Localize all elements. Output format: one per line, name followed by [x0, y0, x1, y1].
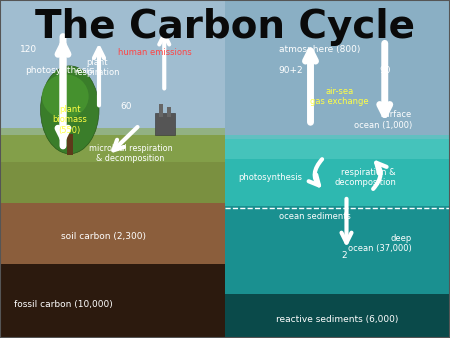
Text: surface
ocean (1,000): surface ocean (1,000) — [354, 110, 412, 130]
Text: 120: 120 — [20, 45, 37, 53]
FancyBboxPatch shape — [0, 0, 450, 41]
Ellipse shape — [42, 74, 89, 118]
FancyBboxPatch shape — [0, 0, 225, 142]
Text: fossil carbon (10,000): fossil carbon (10,000) — [14, 300, 112, 309]
Text: deep
ocean (37,000): deep ocean (37,000) — [348, 234, 412, 253]
FancyBboxPatch shape — [225, 135, 450, 159]
Text: respiration &
decomposition: respiration & decomposition — [334, 168, 396, 187]
Text: 90+2: 90+2 — [278, 67, 302, 75]
Text: soil carbon (2,300): soil carbon (2,300) — [61, 232, 146, 241]
FancyBboxPatch shape — [225, 294, 450, 338]
Text: human emissions: human emissions — [118, 48, 192, 57]
FancyBboxPatch shape — [0, 128, 225, 162]
Text: photosynthesis: photosynthesis — [25, 67, 94, 75]
Text: reactive sediments (6,000): reactive sediments (6,000) — [276, 315, 399, 324]
Text: ocean sediments: ocean sediments — [279, 212, 351, 221]
Text: plant
respiration: plant respiration — [74, 58, 120, 77]
Text: air-sea
gas exchange: air-sea gas exchange — [310, 87, 369, 106]
FancyBboxPatch shape — [0, 135, 225, 210]
FancyBboxPatch shape — [225, 206, 450, 297]
FancyBboxPatch shape — [225, 0, 450, 142]
FancyBboxPatch shape — [155, 113, 176, 135]
FancyBboxPatch shape — [0, 203, 225, 270]
FancyBboxPatch shape — [67, 134, 73, 155]
Text: 90: 90 — [379, 67, 391, 75]
Text: photosynthesis: photosynthesis — [238, 173, 302, 182]
FancyBboxPatch shape — [225, 139, 450, 210]
Text: microbial respiration
& decomposition: microbial respiration & decomposition — [89, 144, 172, 164]
Text: 2: 2 — [342, 251, 347, 260]
Text: plant
biomass
(550): plant biomass (550) — [52, 105, 87, 135]
FancyBboxPatch shape — [159, 104, 163, 117]
Text: 60: 60 — [120, 102, 132, 111]
FancyBboxPatch shape — [166, 107, 171, 117]
FancyBboxPatch shape — [0, 264, 225, 338]
Text: The Carbon Cycle: The Carbon Cycle — [35, 8, 415, 46]
Ellipse shape — [40, 66, 99, 154]
Text: atmosphere (800): atmosphere (800) — [279, 45, 360, 53]
